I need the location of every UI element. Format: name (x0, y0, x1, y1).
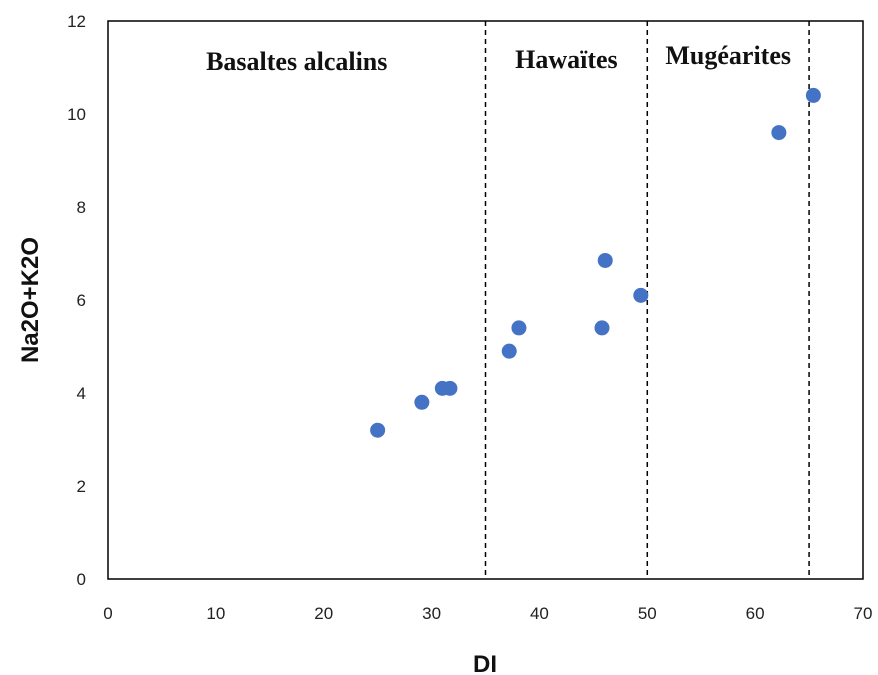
data-point-7 (597, 252, 613, 268)
y-tick-label: 12 (67, 12, 86, 31)
data-point-8 (633, 287, 649, 303)
data-point-4 (501, 343, 517, 359)
y-tick-label: 6 (77, 291, 86, 310)
region-labels: Basaltes alcalins Hawaïtes Mugéarites (206, 41, 791, 76)
y-axis-title: Na2O+K2O (17, 237, 44, 363)
region-label-2: Mugéarites (665, 41, 791, 70)
data-point-5 (511, 320, 527, 336)
data-points (370, 87, 821, 438)
region-label-0: Basaltes alcalins (206, 47, 387, 76)
x-tick-label: 60 (746, 604, 765, 623)
x-tick-label: 40 (530, 604, 549, 623)
region-label-1: Hawaïtes (515, 45, 618, 74)
x-tick-label: 30 (422, 604, 441, 623)
x-tick-label: 50 (638, 604, 657, 623)
x-tick-label: 0 (103, 604, 112, 623)
y-tick-label: 4 (77, 384, 86, 403)
x-tick-label: 20 (314, 604, 333, 623)
x-axis-title: DI (473, 651, 497, 675)
data-point-9 (771, 125, 787, 141)
data-point-10 (805, 87, 821, 103)
y-tick-label: 2 (77, 477, 86, 496)
x-axis-ticks: 0 10 20 30 40 50 60 70 (103, 604, 872, 623)
y-axis-ticks: 0 2 4 6 8 10 12 (67, 12, 86, 589)
y-tick-label: 10 (67, 105, 86, 124)
region-dividers (484, 21, 810, 579)
y-tick-label: 0 (77, 570, 86, 589)
data-point-3 (442, 380, 458, 396)
x-tick-label: 70 (854, 604, 873, 623)
data-point-6 (594, 320, 610, 336)
y-tick-label: 8 (77, 198, 86, 217)
x-tick-label: 10 (206, 604, 225, 623)
data-point-0 (370, 422, 386, 438)
data-point-1 (414, 394, 430, 410)
